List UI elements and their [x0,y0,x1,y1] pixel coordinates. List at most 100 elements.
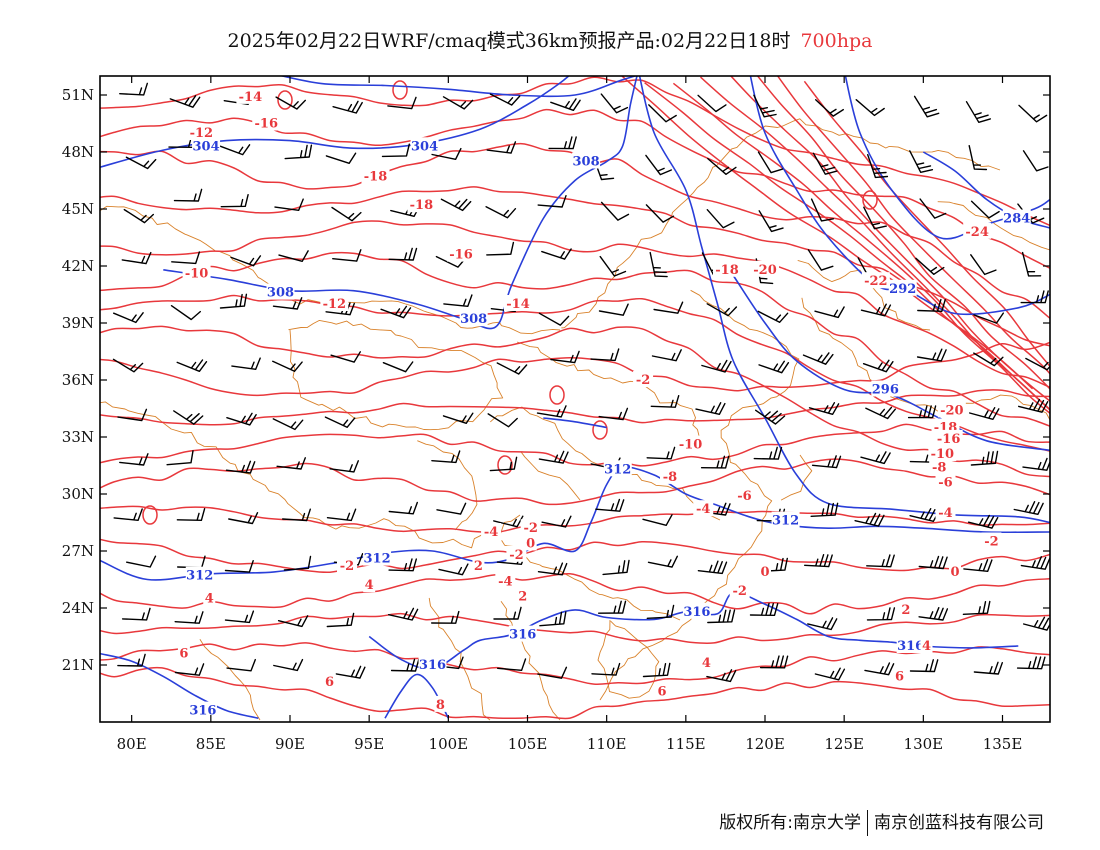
temperature-contour [100,108,1050,269]
wind-barb [272,297,303,310]
temperature-contour [100,538,1050,574]
wind-barb [170,305,201,321]
temperature-label: 2 [901,603,910,618]
wind-barb [380,305,412,319]
boundary-line [199,639,261,721]
lon-tick-label: 115E [666,735,706,753]
temperature-label-bg [928,445,957,462]
wind-barb [863,206,887,230]
wind-barb [812,152,838,175]
temperature-label: -2 [984,535,998,550]
temperature-ring [277,90,293,110]
wind-barb [440,198,472,212]
wind-barb [330,351,361,363]
wind-barb [174,611,204,624]
wind-barb [166,450,194,466]
wind-barb [760,557,788,572]
wind-barb [598,407,629,421]
wind-barb [274,198,304,211]
temperature-label-bg [504,295,532,311]
temperature-label: 6 [895,669,904,684]
temperature-contour [621,76,1034,390]
wind-barb [325,302,355,316]
wind-barb [272,418,304,431]
wind-barb [1018,104,1048,123]
wind-barb [485,206,517,219]
lon-tick-label: 120E [745,735,785,753]
temperature-label-bg [700,654,713,671]
wind-barb [442,96,474,110]
wind-barb [700,455,730,469]
temperature-labels: -14-16-12-18-18-16-14-12-10 -18 -20-22-24-… [177,87,1002,713]
temperature-label-bg [759,562,771,579]
temperature-ring [392,80,408,100]
height-contour [278,76,638,98]
lon-tick-label: 135E [983,735,1023,753]
temperature-label-bg [252,114,281,131]
temperature-label: 2 [474,559,483,574]
height-contour [100,466,1050,581]
temperature-label-bg [516,587,529,604]
temperature-label: -2 [509,548,523,563]
wind-barb [388,247,418,261]
wind-barb [909,659,939,673]
height-labels: 304 3043083083082922842963123123123123163… [185,137,1031,719]
temperature-label-bg [861,272,890,289]
temperature-contour [100,389,1050,426]
lon-tick-label: 110E [587,735,627,753]
temperature-label-bg [447,245,475,262]
wind-barb [117,653,146,667]
height-label-bg [888,279,917,296]
height-label: 308 [267,286,294,301]
temperature-label-bg [981,532,1002,549]
wind-barb [431,450,461,464]
map-plot-area: 304 3043083083082922842963123123123123163… [100,76,1050,721]
temperature-label-bg [929,458,950,475]
wind-barb [590,348,620,362]
wind-barb [916,348,947,362]
boundary-line [597,619,660,699]
wind-barb [811,455,842,469]
wind-barb [226,658,256,672]
wind-barb [973,352,1004,367]
temperature-contour [100,505,1050,534]
height-label: 312 [364,552,391,567]
temperature-contour [729,76,1050,402]
temperature-label-bg [495,572,516,589]
footer-copyright: 版权所有:南京大学 [719,813,861,833]
temperature-contour [803,80,1050,368]
temperature-label: 4 [365,578,374,593]
wind-barb [125,156,157,170]
height-label: 316 [189,704,216,719]
temperature-contour [100,612,1050,645]
wind-barb [537,666,568,679]
temperature-label: -6 [737,489,751,504]
boundary-line [516,341,701,441]
wind-barb [388,607,419,621]
wind-barb [599,255,627,277]
wind-barb [753,446,783,460]
wind-barb [867,154,889,179]
wind-barb [497,658,527,671]
wind-barb [855,99,885,117]
wind-barb [436,502,467,515]
wind-barb [915,257,945,275]
temperature-label: 8 [436,698,445,713]
temperature-label-bg [187,124,216,140]
height-contour [543,417,607,429]
temperature-label-bg [472,557,485,574]
height-label-bg [185,566,214,583]
wind-barb [224,560,254,573]
temperature-label-bg [481,523,502,539]
wind-barb [642,514,673,526]
wind-barb [757,151,784,174]
temperature-label: -20 [940,403,964,418]
wind-barb [171,251,201,265]
wind-barb [860,303,892,317]
height-label: 308 [460,312,487,327]
height-label-bg [192,137,221,154]
lat-tick-label: 51N [62,86,94,104]
temperature-label: 6 [325,675,334,690]
temperature-label: -10 [679,438,703,453]
map-axes: 80E 85E 90E 95E 100E 105E 110E 115E 120E 125E 130E… [62,76,1050,753]
